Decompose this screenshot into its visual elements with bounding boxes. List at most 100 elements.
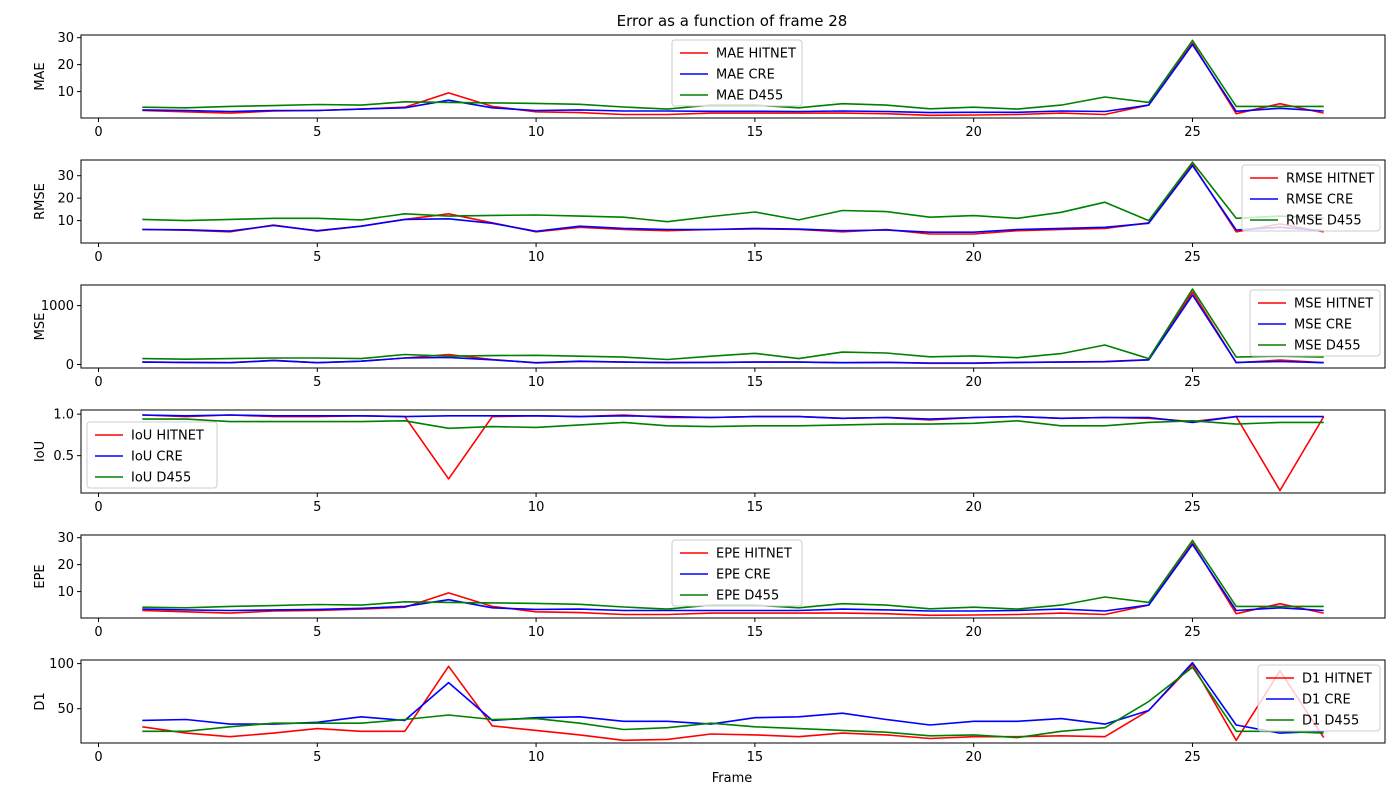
- legend: EPE HITNET EPE CRE EPE D455: [671, 539, 803, 607]
- legend-label: MSE CRE: [1294, 318, 1352, 333]
- legend-label: EPE D455: [716, 589, 779, 604]
- x-tick-label: 10: [528, 375, 545, 390]
- y-tick-label: 20: [57, 558, 74, 573]
- series-line-epe-cre: [142, 543, 1324, 612]
- legend-box: [86, 421, 218, 489]
- series-line-mae-cre: [142, 43, 1324, 114]
- x-tick-label: 20: [965, 625, 982, 640]
- legend-box: [671, 539, 803, 607]
- legend-label: MAE D455: [716, 89, 783, 104]
- legend-label: IoU CRE: [131, 450, 183, 465]
- legend-label: RMSE HITNET: [1286, 172, 1374, 187]
- y-axis-label: EPE: [33, 564, 48, 588]
- x-tick-label: 5: [313, 500, 321, 515]
- legend-label: MSE HITNET: [1294, 297, 1373, 312]
- axes-frame: [80, 534, 1386, 619]
- legend: RMSE HITNET RMSE CRE RMSE D455: [1241, 164, 1381, 232]
- y-axis-label: D1: [33, 692, 48, 710]
- y-tick-label: 100: [49, 657, 74, 672]
- x-axis-label: Frame: [712, 771, 753, 786]
- x-tick-label: 10: [528, 500, 545, 515]
- y-axis-label: RMSE: [33, 183, 48, 220]
- y-axis-label: IoU: [33, 441, 48, 462]
- legend-label: D1 CRE: [1302, 693, 1351, 708]
- series-line-mse-cre: [142, 294, 1324, 364]
- y-tick-label: 20: [57, 192, 74, 207]
- x-tick-label: 20: [965, 125, 982, 140]
- legend-box: [1257, 664, 1381, 732]
- y-tick-label: 10: [57, 85, 74, 100]
- legend-box: [1249, 289, 1381, 357]
- x-tick-label: 0: [94, 500, 102, 515]
- series-line-mse-d455: [142, 288, 1324, 361]
- y-tick-label: 1000: [41, 299, 74, 314]
- legend-label: RMSE D455: [1286, 214, 1362, 229]
- subplot-d1: 0 5 10 15 20 25 50 100 D1 D1 HITNET D1 CRE D1 D455: [33, 657, 1386, 765]
- y-tick-label: 30: [57, 531, 74, 546]
- series-line-iou-d455: [142, 418, 1324, 430]
- legend: MSE HITNET MSE CRE MSE D455: [1249, 289, 1381, 357]
- legend-label: D1 D455: [1302, 714, 1359, 729]
- series-line-d1-d455: [142, 666, 1324, 739]
- x-tick-label: 15: [747, 375, 764, 390]
- x-tick-label: 20: [965, 375, 982, 390]
- x-tick-label: 5: [313, 375, 321, 390]
- series-line-rmse-cre: [142, 164, 1324, 233]
- x-tick-label: 10: [528, 125, 545, 140]
- y-tick-label: 0.5: [53, 449, 74, 464]
- y-tick-label: 10: [57, 585, 74, 600]
- legend: IoU HITNET IoU CRE IoU D455: [86, 421, 218, 489]
- x-tick-label: 25: [1184, 125, 1201, 140]
- x-tick-label: 25: [1184, 375, 1201, 390]
- x-tick-label: 5: [313, 250, 321, 265]
- x-tick-label: 0: [94, 250, 102, 265]
- series-line-rmse-d455: [142, 161, 1324, 223]
- series-line-epe-hitnet: [142, 542, 1324, 617]
- legend-box: [1241, 164, 1381, 232]
- x-tick-label: 15: [747, 625, 764, 640]
- x-tick-label: 5: [313, 750, 321, 765]
- series-line-iou-cre: [142, 414, 1324, 424]
- x-tick-label: 15: [747, 250, 764, 265]
- y-tick-label: 20: [57, 58, 74, 73]
- figure-title: Error as a function of frame 28: [617, 12, 848, 30]
- series-line-d1-cre: [142, 661, 1324, 734]
- legend-label: MAE HITNET: [716, 47, 796, 62]
- x-tick-label: 5: [313, 625, 321, 640]
- legend-label: MSE D455: [1294, 339, 1361, 354]
- x-tick-label: 25: [1184, 625, 1201, 640]
- legend: MAE HITNET MAE CRE MAE D455: [671, 39, 803, 107]
- y-tick-label: 0: [66, 358, 74, 373]
- y-axis-label: MSE: [33, 313, 48, 341]
- legend-label: RMSE CRE: [1286, 193, 1353, 208]
- x-tick-label: 15: [747, 500, 764, 515]
- legend-box: [671, 39, 803, 107]
- x-tick-label: 0: [94, 125, 102, 140]
- legend-label: IoU D455: [131, 471, 191, 486]
- x-tick-label: 0: [94, 750, 102, 765]
- axes-frame: [80, 159, 1386, 244]
- x-tick-label: 15: [747, 125, 764, 140]
- x-tick-label: 10: [528, 250, 545, 265]
- y-tick-label: 30: [57, 31, 74, 46]
- axes-frame: [80, 409, 1386, 494]
- x-tick-label: 20: [965, 500, 982, 515]
- legend-label: MAE CRE: [716, 68, 775, 83]
- x-tick-label: 0: [94, 625, 102, 640]
- axes-frame: [80, 284, 1386, 369]
- y-tick-label: 30: [57, 169, 74, 184]
- x-tick-label: 20: [965, 250, 982, 265]
- legend-label: IoU HITNET: [131, 429, 204, 444]
- x-tick-label: 15: [747, 750, 764, 765]
- x-tick-label: 5: [313, 125, 321, 140]
- x-tick-label: 20: [965, 750, 982, 765]
- legend-label: EPE HITNET: [716, 547, 792, 562]
